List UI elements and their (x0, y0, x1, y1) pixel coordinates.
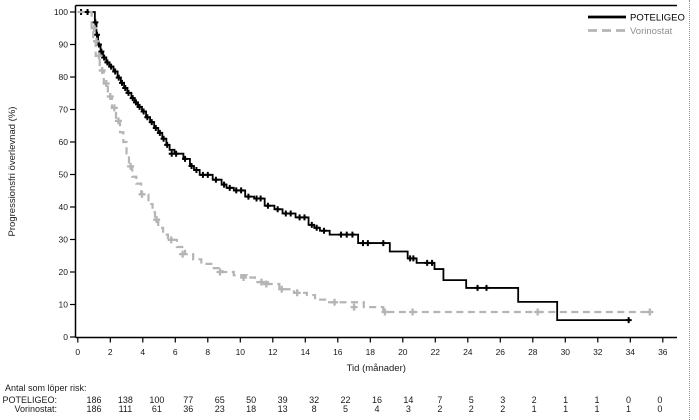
x-tick-label: 2 (108, 347, 113, 357)
risk-count: 5 (343, 404, 349, 414)
y-tick-label: 70 (59, 105, 69, 115)
y-tick-label: 100 (54, 7, 68, 17)
risk-count: 0 (625, 395, 631, 405)
x-tick-label: 32 (593, 347, 603, 357)
risk-count: 16 (371, 395, 382, 405)
x-tick-label: 22 (431, 347, 441, 357)
risk-row-vorinostat: Vorinostat: 186 111 61 36 23 18 13 8 5 4 3 2 2 2 1 1 1 1 0 (0, 404, 699, 414)
risk-count: 186 (86, 395, 102, 405)
risk-count: 4 (374, 404, 380, 414)
risk-row-label: POTELIGEO: (2, 395, 57, 405)
x-tick-label: 16 (333, 347, 343, 357)
risk-count: 50 (246, 395, 257, 405)
y-tick-label: 30 (59, 235, 69, 245)
x-tick-label: 8 (205, 347, 210, 357)
risk-count: 14 (403, 395, 414, 405)
plot-frame (74, 4, 677, 339)
risk-count: 3 (500, 395, 506, 405)
y-tick-label: 10 (59, 300, 69, 310)
risk-count: 0 (657, 404, 663, 414)
risk-count: 186 (86, 404, 102, 414)
risk-count: 39 (277, 395, 288, 405)
page-edge-dotted-line (689, 0, 690, 420)
x-tick-label: 18 (366, 347, 376, 357)
y-axis-label: Progressionsfri överlevnad (%) (7, 107, 18, 237)
risk-count: 32 (309, 395, 320, 405)
series-poteligeo-censor-marks (78, 9, 632, 324)
risk-count: 2 (437, 404, 443, 414)
risk-table-heading: Antal som löper risk: (5, 383, 87, 393)
risk-count: 111 (118, 404, 133, 414)
risk-count: 1 (594, 395, 600, 405)
legend-label-vorinostat: Vorinostat (630, 26, 673, 37)
risk-row-label: Vorinostat: (14, 404, 57, 414)
risk-count: 8 (311, 404, 317, 414)
risk-count: 23 (214, 404, 225, 414)
x-tick-label: 28 (528, 347, 538, 357)
x-tick-label: 0 (75, 347, 80, 357)
risk-count: 2 (500, 404, 506, 414)
risk-count: 3 (405, 404, 411, 414)
x-tick-label: 10 (236, 347, 246, 357)
x-tick-label: 4 (140, 347, 145, 357)
y-tick-label: 20 (59, 267, 69, 277)
risk-count: 36 (183, 404, 194, 414)
y-tick-label: 80 (59, 72, 69, 82)
series-vorinostat-line (77, 10, 654, 314)
series-vorinostat-censor-marks (90, 24, 654, 316)
risk-count: 5 (468, 395, 474, 405)
series-poteligeo-line (77, 11, 631, 321)
risk-count: 1 (625, 404, 631, 414)
risk-count: 1 (563, 395, 569, 405)
risk-count: 2 (468, 404, 474, 414)
legend-label-poteligeo: POTELIGEO (630, 13, 685, 24)
x-axis-label: Tid (månader) (347, 363, 406, 374)
risk-count: 22 (340, 395, 351, 405)
y-tick-label: 90 (59, 40, 69, 50)
x-tick-label: 14 (301, 347, 311, 357)
x-tick-label: 34 (626, 347, 636, 357)
risk-count: 2 (531, 395, 537, 405)
risk-count: 1 (594, 404, 600, 414)
x-tick-label: 24 (463, 347, 473, 357)
x-tick-label: 36 (658, 347, 668, 357)
x-tick-label: 30 (561, 347, 571, 357)
risk-count: 13 (277, 404, 288, 414)
x-tick-label: 20 (398, 347, 408, 357)
risk-count: 65 (214, 395, 225, 405)
y-tick-label: 50 (59, 170, 69, 180)
risk-count: 18 (246, 404, 257, 414)
risk-count: 7 (437, 395, 443, 405)
x-tick-label: 6 (173, 347, 178, 357)
risk-count: 138 (117, 395, 133, 405)
x-tick-label: 26 (496, 347, 506, 357)
risk-count: 0 (657, 395, 663, 405)
y-tick-label: 60 (59, 137, 69, 147)
risk-count: 100 (149, 395, 165, 405)
x-tick-label: 12 (268, 347, 278, 357)
y-tick-label: 40 (59, 202, 69, 212)
risk-count: 77 (183, 395, 194, 405)
y-tick-label: 0 (63, 332, 68, 342)
risk-count: 1 (531, 404, 537, 414)
risk-count: 1 (563, 404, 569, 414)
risk-row-poteligeo: POTELIGEO: 186 138 100 77 65 50 39 32 22 16 14 7 5 3 2… (0, 395, 699, 405)
risk-count: 61 (151, 404, 162, 414)
